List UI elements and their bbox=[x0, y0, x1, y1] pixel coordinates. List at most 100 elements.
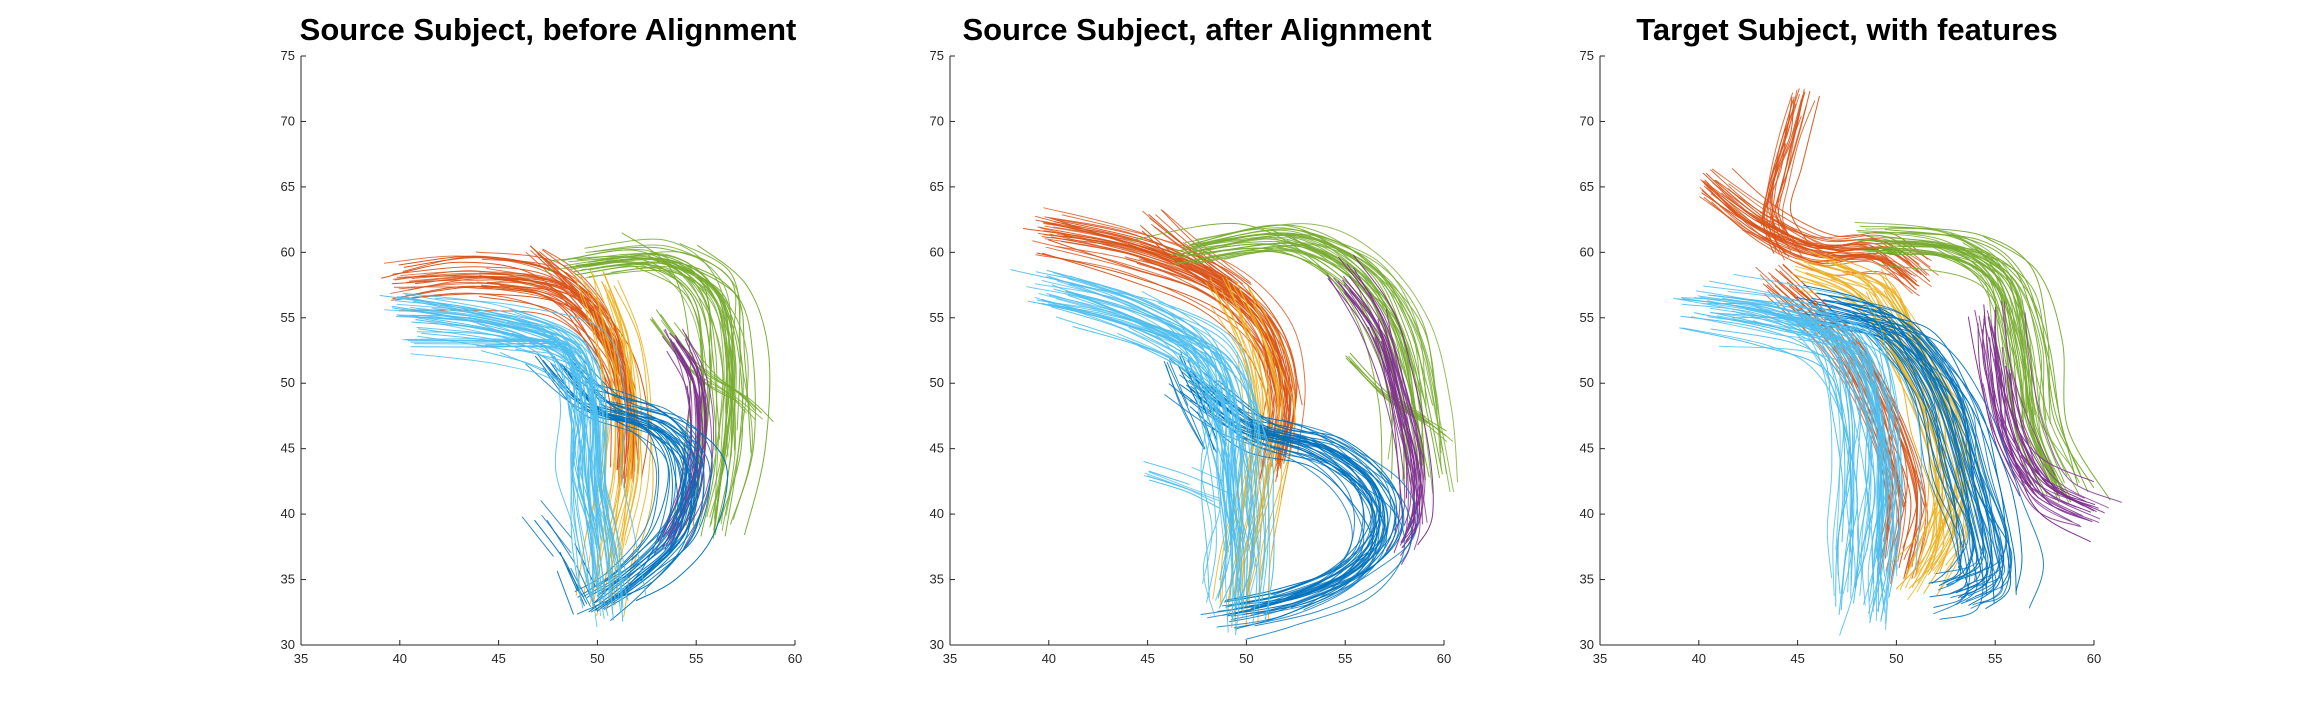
fiber-bundle-blue bbox=[1796, 284, 2044, 620]
x-tick-label: 55 bbox=[1988, 651, 2002, 666]
fiber bbox=[1784, 322, 1883, 614]
panel-target-subject: Target Subject, with features 35 40 45 50 55… bbox=[1580, 12, 2122, 666]
fiber bbox=[636, 407, 728, 601]
fiber bbox=[1811, 306, 1962, 584]
x-tick-label: 35 bbox=[294, 651, 308, 666]
fiber bbox=[1191, 237, 1406, 410]
fiber bbox=[1195, 223, 1458, 483]
fiber bbox=[410, 340, 576, 356]
fiber bbox=[613, 285, 654, 567]
fiber bbox=[1137, 306, 1243, 543]
fiber bbox=[1818, 303, 1979, 575]
fiber bbox=[579, 291, 608, 594]
fiber bbox=[1865, 333, 1968, 598]
fiber bbox=[1982, 235, 2111, 501]
fiber bbox=[1728, 183, 1939, 276]
y-tick-label: 70 bbox=[281, 113, 295, 128]
y-tick-label: 55 bbox=[1580, 310, 1594, 325]
fiber bbox=[1881, 235, 2063, 491]
fiber bbox=[1701, 190, 1920, 287]
fiber bbox=[1196, 232, 1426, 402]
fiber bbox=[2001, 346, 2094, 482]
y-tick-label: 40 bbox=[1580, 506, 1594, 521]
fiber bbox=[1195, 385, 1381, 609]
fiber bbox=[405, 338, 556, 341]
fiber bbox=[1905, 345, 2003, 609]
fiber bbox=[525, 252, 583, 310]
fiber-bundle-cyan bbox=[1010, 269, 1275, 635]
fiber bbox=[1168, 359, 1189, 406]
y-tick-label: 65 bbox=[1580, 179, 1594, 194]
fiber bbox=[1706, 300, 1886, 614]
panel-after-alignment: Source Subject, after Alignment 35 40 45 50… bbox=[930, 12, 1458, 666]
fiber bbox=[1047, 303, 1255, 574]
fiber bbox=[574, 351, 713, 597]
y-tick-label: 70 bbox=[930, 113, 944, 128]
fiber bbox=[1994, 358, 2092, 508]
fiber bbox=[1046, 269, 1246, 539]
fiber bbox=[584, 238, 730, 522]
fiber bbox=[1205, 242, 1454, 492]
fiber bbox=[1140, 225, 1233, 297]
fiber bbox=[1387, 335, 1426, 547]
fiber bbox=[2003, 301, 2056, 476]
fiber bbox=[559, 277, 592, 316]
fiber bbox=[1349, 361, 1447, 442]
fiber-bundle-yellow bbox=[572, 269, 654, 618]
fiber bbox=[1068, 284, 1270, 603]
fiber bbox=[1309, 235, 1438, 409]
fiber bbox=[1160, 209, 1252, 286]
x-tick-label: 55 bbox=[1338, 651, 1352, 666]
x-tick-label: 35 bbox=[1593, 651, 1607, 666]
fiber bbox=[1800, 312, 1969, 608]
fiber bbox=[1353, 254, 1434, 546]
fiber bbox=[1714, 179, 1879, 251]
fiber bbox=[594, 253, 733, 518]
fiber bbox=[434, 297, 647, 597]
fiber bbox=[567, 567, 588, 605]
fiber bbox=[1888, 226, 2095, 489]
fiber-bundles bbox=[1672, 88, 2122, 636]
fiber bbox=[1165, 364, 1205, 450]
fiber bbox=[1247, 286, 1296, 594]
fiber bbox=[1701, 192, 1905, 279]
fiber bbox=[683, 352, 713, 549]
fiber bbox=[678, 333, 715, 544]
fiber bbox=[542, 248, 624, 356]
fiber bbox=[1811, 314, 1900, 525]
y-tick-label: 45 bbox=[1580, 441, 1594, 456]
fiber bbox=[1190, 399, 1406, 640]
fiber bbox=[1237, 429, 1373, 600]
fiber bbox=[602, 407, 692, 578]
fiber bbox=[1200, 228, 1443, 475]
fiber bbox=[1672, 297, 1844, 597]
fiber bbox=[1056, 219, 1298, 453]
fiber bbox=[1681, 297, 1856, 595]
fiber bbox=[1816, 314, 1969, 584]
fiber bbox=[649, 318, 747, 414]
fiber bbox=[1036, 299, 1236, 608]
y-tick-label: 35 bbox=[281, 572, 295, 587]
fiber bbox=[396, 303, 592, 597]
fiber bbox=[1777, 312, 1873, 606]
y-tick-label: 40 bbox=[930, 506, 944, 521]
fiber bbox=[1034, 283, 1240, 612]
y-tick-label: 45 bbox=[281, 441, 295, 456]
panel-before-alignment: Source Subject, before Alignment 35 40 45 5… bbox=[281, 12, 803, 666]
fiber bbox=[569, 258, 717, 537]
y-tick-label: 55 bbox=[281, 310, 295, 325]
fiber-bundle-cyan bbox=[1143, 461, 1235, 509]
fiber bbox=[392, 285, 626, 423]
fiber bbox=[1038, 293, 1226, 552]
fiber bbox=[1680, 315, 1858, 611]
fiber-bundle-cyan bbox=[402, 338, 582, 362]
fiber bbox=[540, 500, 573, 539]
fiber bbox=[1912, 334, 2012, 610]
fiber bbox=[655, 309, 762, 414]
fiber bbox=[1846, 313, 2013, 589]
fiber bbox=[1117, 332, 1222, 616]
fiber bbox=[1845, 298, 2005, 563]
fiber bbox=[1846, 303, 2011, 604]
fiber bbox=[481, 350, 584, 609]
